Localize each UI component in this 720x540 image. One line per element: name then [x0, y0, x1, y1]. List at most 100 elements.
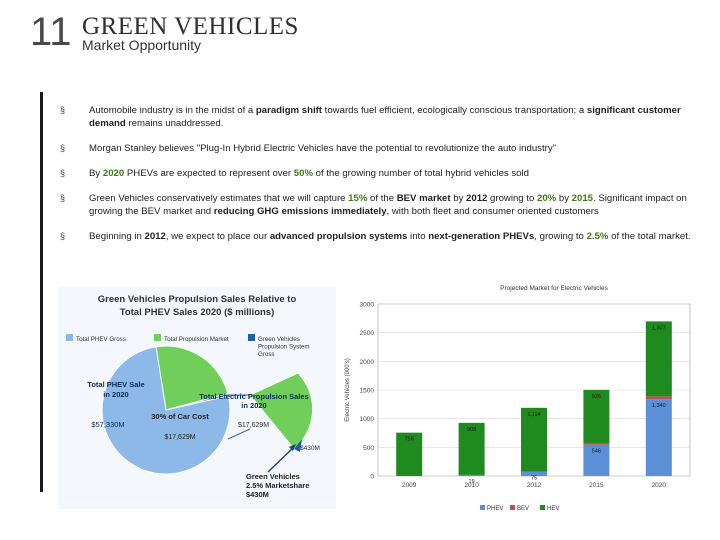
x-tick-label: 2009 [402, 482, 417, 489]
pie-annotation: 30% of Car Cost [151, 412, 209, 421]
bullet-text-fragment: Automobile industry is in the midst of a [89, 105, 256, 116]
x-tick-label: 2010 [464, 482, 479, 489]
data-label: 756 [405, 437, 414, 443]
data-label: 19 [469, 479, 475, 485]
bar-chart-title: Projected Market for Electric Vehicles [500, 285, 608, 292]
data-label: 1,307 [652, 325, 666, 331]
bullet-text-fragment: 2020 [102, 168, 125, 179]
bullet-text-fragment: Morgan Stanley believes "Plug-In Hybrid … [89, 143, 557, 154]
legend-label: Total Propulsion Market [164, 336, 229, 343]
bullet-item: § Automobile industry is in the midst of … [60, 104, 700, 130]
pie-title-line: Total PHEV Sales 2020 ($ millions) [120, 307, 275, 318]
bullet-text-fragment: significant customer demand [89, 105, 681, 129]
bullet-text-fragment: 50% [293, 168, 313, 179]
data-label: 926 [592, 394, 601, 400]
pie-chart-panel: Green Vehicles Propulsion Sales Relative… [58, 287, 336, 509]
bullet-item: § By 2020 PHEVs are expected to represent… [60, 167, 700, 180]
bullet-text-fragment: . Significant impact on growing the BEV … [89, 193, 687, 217]
bullet-text-fragment: next-generation PHEVs [428, 231, 535, 242]
bullet-text-fragment: PHEVs are expected to represent over [124, 168, 294, 179]
x-tick-label: 2020 [652, 482, 667, 489]
bullet-item: § Green Vehicles conservatively estimates… [60, 192, 700, 218]
data-label: 546 [592, 449, 601, 455]
bullet-marker-icon: § [60, 193, 66, 203]
bar-chart-panel: Projected Market for Electric Vehicles 0 5… [340, 282, 700, 527]
y-tick-label: 3000 [360, 302, 375, 309]
data-label: 1,114 [527, 412, 540, 418]
data-label: 1,340 [652, 403, 666, 409]
arrow-icon [289, 444, 296, 451]
pie-annotation: Total PHEV Sale [87, 380, 144, 389]
bullet-text-fragment: , we expect to place our [165, 231, 270, 242]
pie-slice-exploded [249, 372, 314, 450]
bullet-text-fragment: 2.5% [586, 231, 609, 242]
y-tick-label: 1500 [360, 388, 375, 395]
bullet-text-fragment: Beginning in [89, 231, 145, 242]
data-label: 75 [531, 476, 537, 482]
slide-title: GREEN VEHICLES [82, 13, 299, 40]
bar-hev [583, 389, 610, 443]
bullet-text-fragment: 2012 [144, 231, 166, 242]
pie-annotation: $430M [300, 445, 320, 452]
bar-phev [521, 471, 547, 476]
x-tick-label: 2015 [589, 482, 604, 489]
bullet-marker-icon: § [60, 231, 66, 241]
bullet-text-fragment: 2015 [571, 193, 593, 204]
pie-annotation: $57,330M [91, 420, 124, 429]
bullet-text-fragment: growing to [487, 193, 537, 204]
y-tick-label: 2500 [360, 330, 375, 337]
legend-swatch [154, 334, 161, 341]
pie-slice [155, 345, 229, 411]
pie-annotation: Total Electric Propulsion Sales in 2020 [199, 392, 308, 410]
legend-label: Green Vehicles Propulsion System Gross [258, 336, 310, 358]
pie-annotation: $17,629M [164, 434, 195, 441]
data-label: 908 [467, 427, 476, 433]
legend-swatch [510, 505, 515, 510]
bullet-text-fragment: Green Vehicles conservatively estimates … [89, 193, 349, 204]
bullet-text-fragment: 15% [348, 193, 368, 204]
pie-annotation: in 2020 [103, 390, 128, 399]
y-tick-label: 0 [370, 474, 374, 481]
bullet-text-fragment: of the growing number of total hybrid ve… [313, 168, 529, 179]
bullet-text-fragment: , growing to [534, 231, 587, 242]
pie-annotation: Green Vehicles 2.5% Marketshare $430M [246, 472, 309, 499]
arrow-icon [267, 446, 295, 473]
pie-chart: Green Vehicles Propulsion Sales Relative… [66, 294, 320, 499]
bullet-text-fragment: 2012 [466, 193, 488, 204]
legend-label: PHEV [487, 506, 503, 512]
bullet-text-fragment: advanced propulsion systems [269, 231, 408, 242]
bullet-text-fragment: remains unaddressed. [125, 118, 224, 129]
bar-phev [645, 399, 672, 476]
bullet-text-fragment: by [556, 193, 572, 204]
legend-label: Total PHEV Gross [76, 336, 126, 343]
y-tick-label: 1000 [360, 416, 375, 423]
bullet-text-fragment: By [89, 168, 103, 179]
legend-swatch [540, 505, 545, 510]
pie-slice-gv [294, 439, 302, 452]
bullet-marker-icon: § [60, 168, 66, 178]
bar-hev [396, 432, 423, 476]
bullet-text-fragment: towards fuel efficient, ecologically con… [322, 105, 587, 116]
bar-bev [645, 396, 672, 400]
bullet-text-fragment: reducing GHG emissions immediately [213, 206, 387, 217]
bullet-text-fragment: of the [367, 193, 397, 204]
legend-label: BEV [517, 506, 529, 512]
bar-bev [583, 442, 610, 445]
bar-phev [583, 444, 610, 476]
slide-subtitle: Market Opportunity [82, 37, 202, 53]
x-tick-label: 2012 [527, 482, 542, 489]
accent-divider [40, 92, 43, 492]
bar-hev [645, 321, 672, 397]
legend-swatch [248, 334, 255, 341]
bar-chart: Projected Market for Electric Vehicles 0 5… [345, 285, 691, 512]
bullet-text-fragment: paradigm shift [255, 105, 323, 116]
y-axis-label: Electric Vehicles (000's) [345, 358, 351, 422]
slide-number: 11 [30, 10, 72, 54]
bullet-text-fragment: , with both fleet and consumer oriented … [386, 206, 599, 217]
bullet-list: § Automobile industry is in the midst of … [60, 104, 700, 255]
pie-annotation: $17,629M [238, 422, 269, 429]
y-tick-label: 500 [363, 445, 374, 452]
bullet-marker-icon: § [60, 143, 66, 153]
bar-hev [458, 422, 485, 475]
bar-phev [458, 474, 485, 476]
